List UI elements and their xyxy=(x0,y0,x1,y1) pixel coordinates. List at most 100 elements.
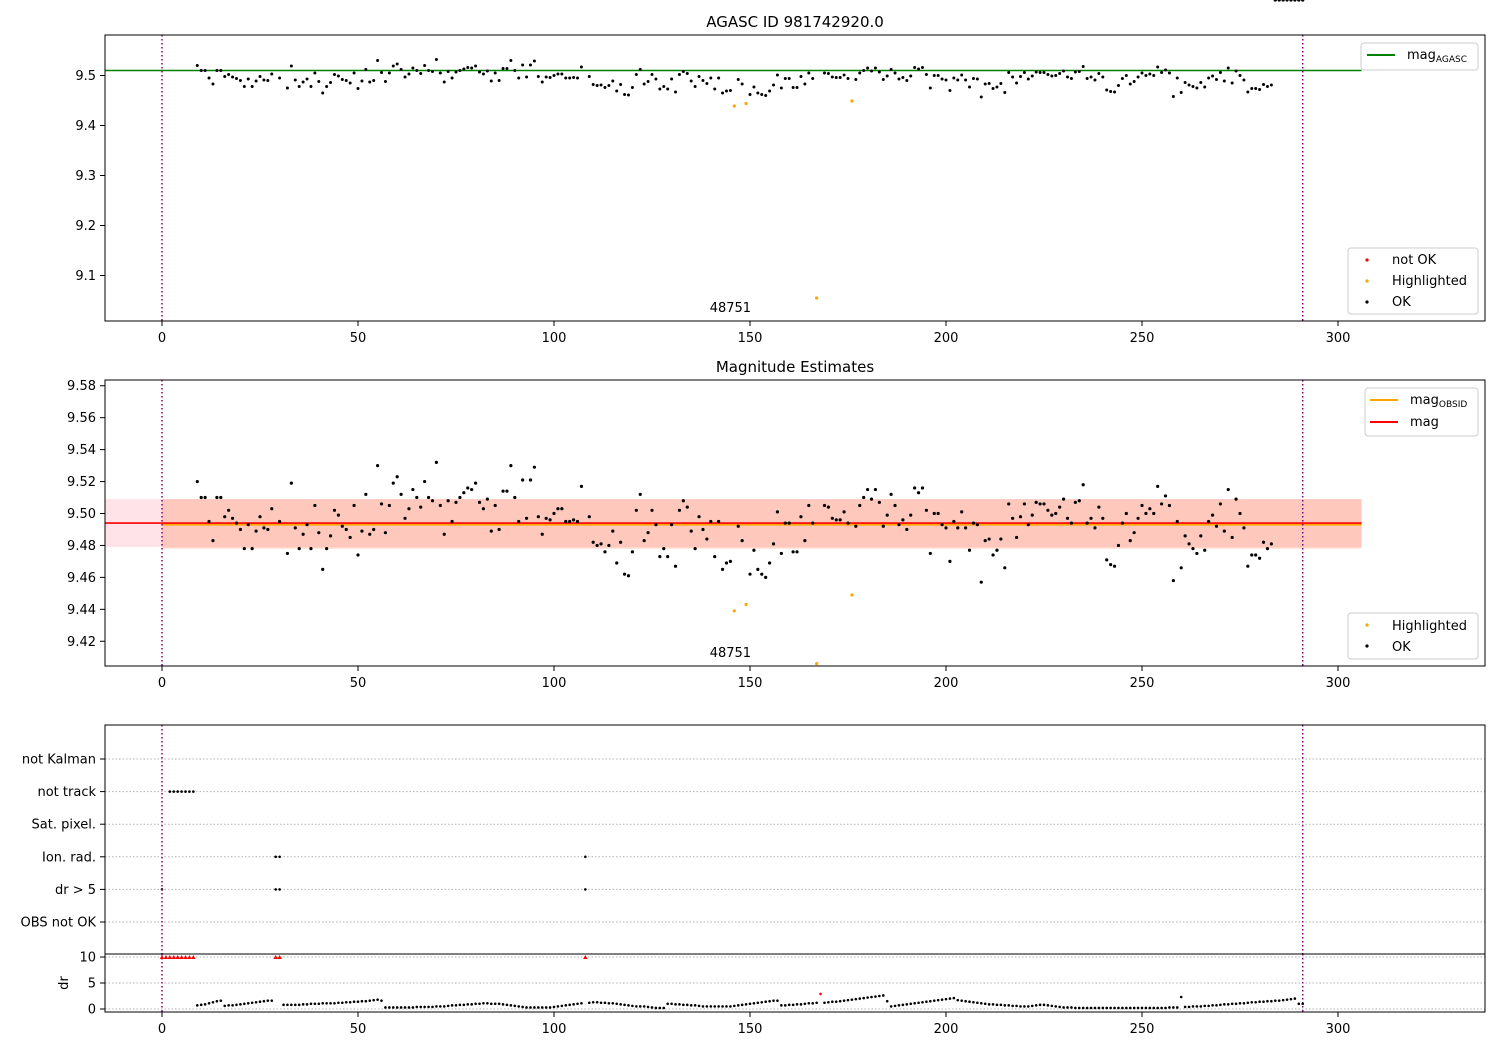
dr-point xyxy=(1281,998,1285,1002)
ok-point xyxy=(615,561,619,565)
ok-point xyxy=(897,523,901,527)
ok-point xyxy=(822,503,827,508)
dr-point xyxy=(446,1004,450,1008)
dr-point xyxy=(901,1003,905,1007)
ok-point xyxy=(1234,497,1238,501)
ok-point xyxy=(1195,551,1199,556)
ok-point xyxy=(634,508,638,512)
dr-point xyxy=(897,1004,901,1007)
dr-point xyxy=(1105,1006,1109,1010)
dr-point xyxy=(831,1000,834,1004)
ok-point xyxy=(203,495,207,500)
ok-point xyxy=(681,70,685,73)
dr-point xyxy=(1175,1006,1179,1009)
ok-point xyxy=(395,475,399,479)
ok-point xyxy=(709,76,713,80)
dr-point xyxy=(1101,1006,1105,1010)
dr-point xyxy=(1003,1004,1007,1007)
ok-point xyxy=(1207,76,1211,80)
ok-point xyxy=(1054,74,1058,77)
ok-point xyxy=(654,523,658,527)
dr-clipped-marker xyxy=(183,955,188,959)
ok-point xyxy=(646,531,650,535)
ok-point xyxy=(1101,75,1105,79)
dr-panel-axes: 0 50 100 150 200 250 300 0 5 10 xyxy=(79,951,1350,1038)
ok-point xyxy=(575,519,580,524)
dr-point xyxy=(787,1003,791,1007)
ok-point xyxy=(983,82,987,86)
ok-point xyxy=(426,495,431,500)
ok-point xyxy=(423,64,427,67)
agasc-legend-highlighted-label: Highlighted xyxy=(1392,274,1467,289)
ok-point xyxy=(811,77,815,80)
ok-point xyxy=(595,84,599,87)
dr-point xyxy=(576,1002,579,1006)
ok-point xyxy=(450,519,454,524)
agasc-xtick-label: 100 xyxy=(542,331,567,346)
ok-point xyxy=(1124,74,1128,77)
dr-point xyxy=(744,1003,748,1006)
ok-point xyxy=(391,64,395,68)
dr-xtick-label: 250 xyxy=(1130,1022,1155,1037)
dr-point xyxy=(246,1001,250,1005)
ok-point xyxy=(536,75,540,78)
ok-point xyxy=(1022,71,1026,74)
ok-point xyxy=(270,507,274,511)
dr-point xyxy=(384,1006,387,1009)
dr-point xyxy=(1038,1003,1042,1007)
ok-point xyxy=(387,71,391,75)
dr-point xyxy=(709,1005,713,1008)
dr-point xyxy=(889,1005,893,1008)
ok-point xyxy=(873,66,877,70)
ok-point xyxy=(717,76,721,80)
ok-point xyxy=(838,518,842,522)
ok-point xyxy=(1171,578,1175,583)
ok-point xyxy=(1297,0,1301,2)
ok-point xyxy=(1046,508,1050,512)
dr-point xyxy=(329,1001,332,1005)
dr-point xyxy=(203,1003,207,1006)
dr-point xyxy=(599,1001,603,1005)
dr-point xyxy=(1215,1004,1218,1007)
dr-point xyxy=(223,1004,227,1008)
dr-clipped-marker xyxy=(191,955,196,959)
ok-point xyxy=(1246,90,1250,94)
ok-point xyxy=(442,532,446,536)
dr-point xyxy=(976,1001,979,1005)
ok-point xyxy=(666,555,670,559)
magnitude-panel-title: Magnitude Estimates xyxy=(716,358,874,376)
ok-point xyxy=(403,75,407,79)
magnitude-ytick-label: 9.46 xyxy=(67,571,96,586)
dr-point xyxy=(740,1003,744,1007)
dr-point xyxy=(635,1005,638,1008)
magnitude-legend-highlighted-marker xyxy=(1365,623,1369,627)
ok-point xyxy=(219,495,223,500)
ok-point xyxy=(1183,81,1187,84)
ok-point xyxy=(1183,534,1187,538)
ok-point xyxy=(1175,519,1179,524)
ok-point xyxy=(1113,90,1117,94)
ok-point xyxy=(807,71,811,75)
ok-point xyxy=(293,78,297,82)
dr-point xyxy=(364,999,368,1003)
dr-point xyxy=(513,1004,517,1008)
ok-point xyxy=(1011,516,1015,520)
ok-point xyxy=(964,526,968,530)
ok-point xyxy=(881,78,885,81)
ok-point xyxy=(626,574,631,578)
dr-point xyxy=(537,1006,540,1009)
flag-point xyxy=(278,888,281,891)
dr-point xyxy=(474,1002,477,1006)
dr-point xyxy=(591,1000,595,1004)
dr-point xyxy=(858,997,862,1000)
dr-point xyxy=(470,1003,473,1006)
ok-point xyxy=(513,495,517,500)
ok-point xyxy=(301,80,305,84)
dr-point xyxy=(344,1000,348,1004)
ok-point xyxy=(1144,511,1148,516)
agasc-legend-not-ok-label: not OK xyxy=(1392,253,1437,268)
ok-point xyxy=(991,553,995,557)
ok-point xyxy=(1116,543,1121,548)
ok-point xyxy=(944,526,948,530)
dr-point xyxy=(239,1003,242,1006)
